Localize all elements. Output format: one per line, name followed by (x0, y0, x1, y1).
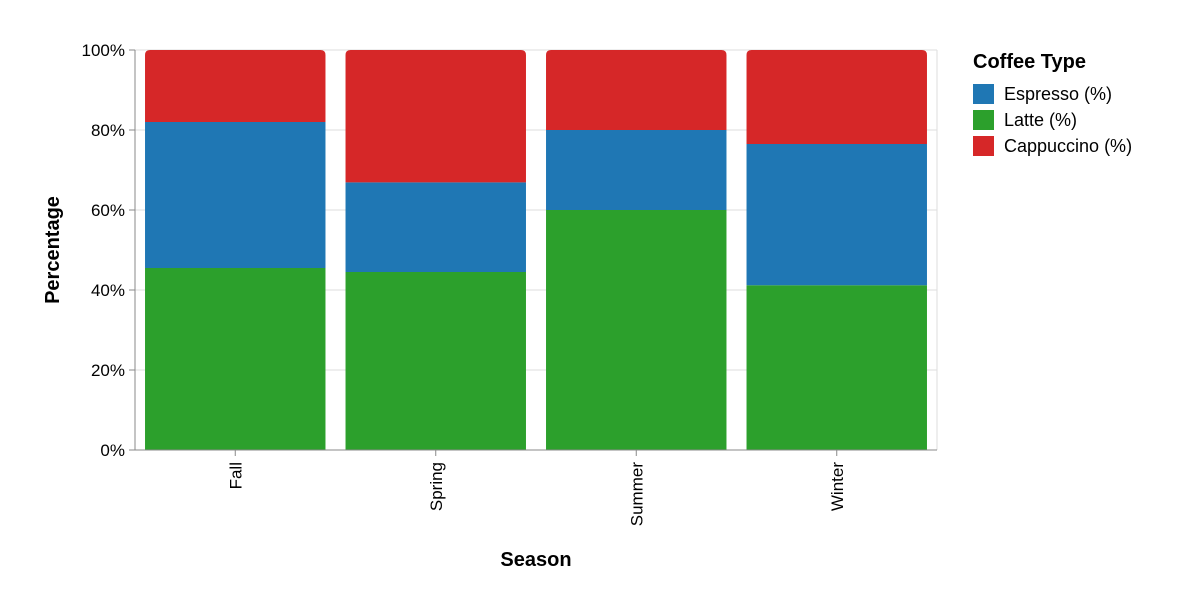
legend-swatch (973, 136, 994, 156)
legend-label: Cappuccino (%) (1004, 136, 1132, 156)
legend: Coffee Type Espresso (%) Latte (%) Cappucc… (973, 51, 1132, 156)
x-tick-label: Fall (226, 462, 245, 489)
bar-summer-cappuccino (546, 50, 727, 130)
x-axis-title: Season (500, 549, 571, 571)
bar-winter-latte (746, 285, 927, 450)
legend-label: Espresso (%) (1004, 84, 1112, 104)
y-axis-title: Percentage (42, 196, 64, 304)
bar-spring-latte (345, 272, 526, 450)
bars (145, 50, 927, 450)
y-tick-label: 20% (91, 361, 125, 380)
y-tick-label: 40% (91, 281, 125, 300)
y-tick-label: 80% (91, 121, 125, 140)
bar-summer-latte (546, 210, 727, 450)
bar-spring-espresso (345, 182, 526, 272)
bar-winter-cappuccino (746, 50, 927, 144)
y-tick-label: 0% (100, 441, 125, 460)
bar-spring-cappuccino (345, 50, 526, 183)
x-ticks: Fall Spring Summer Winter (226, 450, 847, 526)
y-tick-label: 100% (82, 41, 125, 60)
bar-fall-latte (145, 268, 326, 450)
legend-swatch (973, 84, 994, 104)
legend-title: Coffee Type (973, 51, 1086, 73)
y-tick-label: 60% (91, 201, 125, 220)
legend-label: Latte (%) (1004, 110, 1077, 130)
axes (134, 50, 937, 451)
bar-fall-espresso (145, 122, 326, 268)
x-tick-label: Summer (627, 462, 646, 527)
x-tick-label: Winter (828, 462, 847, 511)
bar-summer-espresso (546, 130, 727, 210)
legend-swatch (973, 110, 994, 130)
x-tick-label: Spring (427, 462, 446, 511)
bar-fall-cappuccino (145, 50, 326, 122)
y-ticks: 0% 20% 40% 60% 80% 100% (82, 41, 135, 460)
bar-winter-espresso (746, 144, 927, 286)
